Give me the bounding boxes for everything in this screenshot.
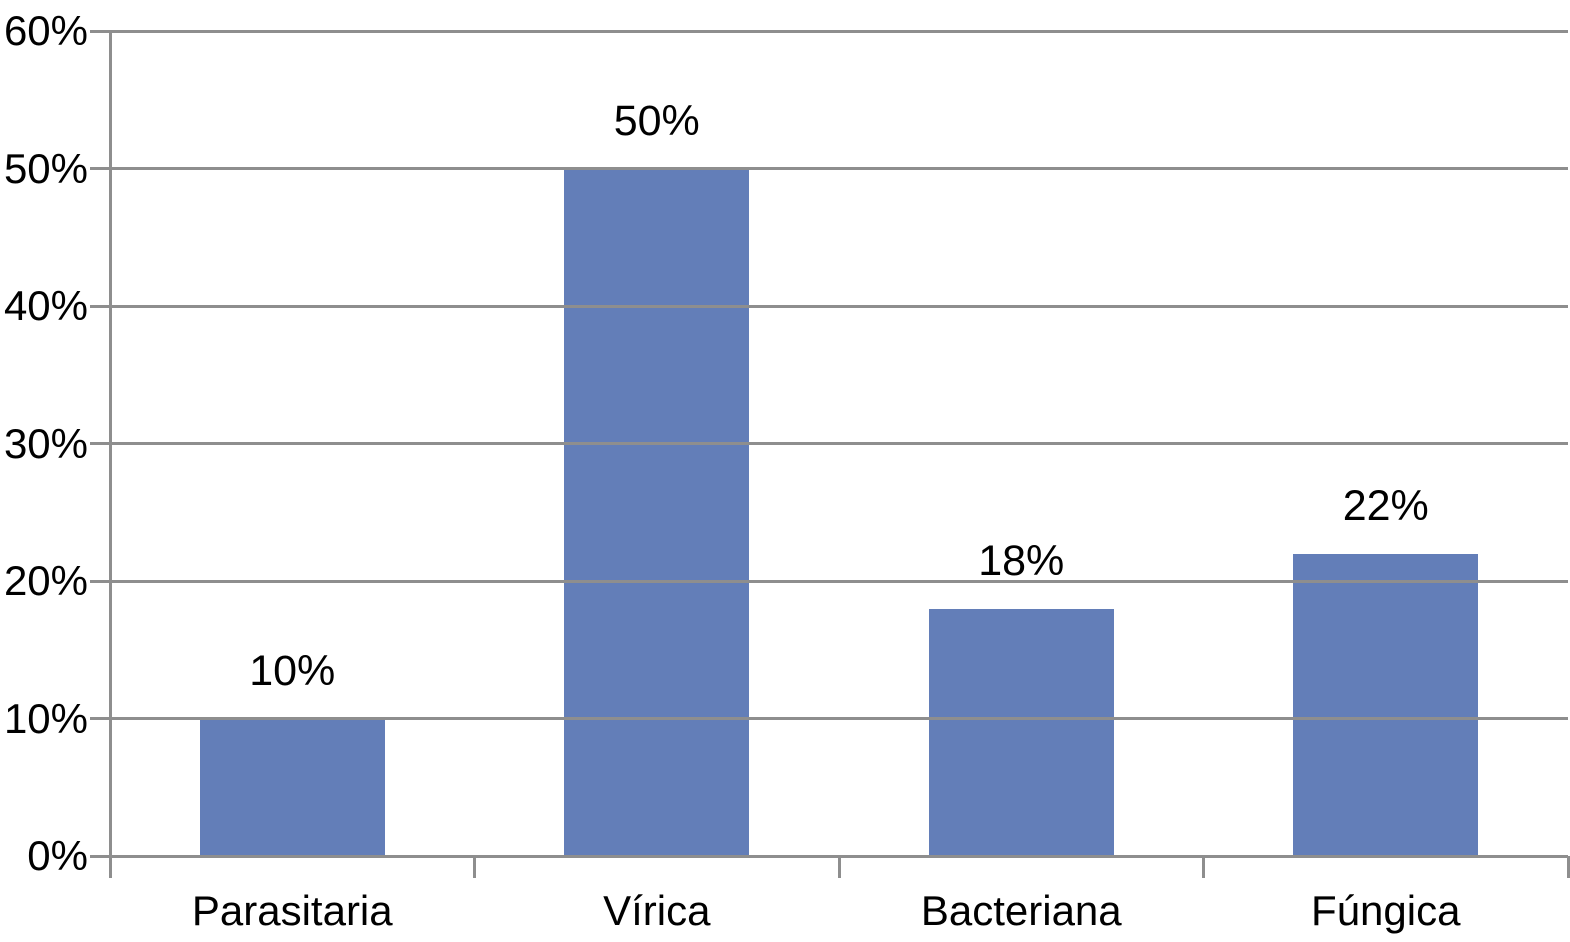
bar bbox=[564, 168, 750, 856]
y-axis-line bbox=[108, 31, 112, 856]
gridline bbox=[110, 442, 1568, 445]
bar-value-label: 22% bbox=[1342, 481, 1429, 530]
y-axis-tick bbox=[90, 442, 110, 445]
category-label: Parasitaria bbox=[191, 887, 393, 934]
bar-value-label: 18% bbox=[978, 536, 1065, 585]
y-tick-label: 0% bbox=[27, 832, 88, 879]
y-tick-label: 40% bbox=[3, 282, 88, 329]
gridline bbox=[110, 167, 1568, 170]
category-label: Vírica bbox=[603, 887, 711, 934]
bar bbox=[199, 718, 385, 856]
category-label: Fúngica bbox=[1311, 887, 1461, 934]
bar bbox=[1293, 553, 1479, 856]
y-tick-label: 30% bbox=[3, 419, 88, 467]
gridline bbox=[110, 717, 1568, 720]
y-tick-label: 20% bbox=[3, 557, 88, 604]
bar bbox=[928, 608, 1114, 856]
bar-value-label: 10% bbox=[249, 646, 336, 695]
x-axis-tick bbox=[837, 856, 841, 878]
gridline bbox=[110, 579, 1568, 583]
x-axis-tick bbox=[1566, 856, 1570, 878]
y-tick-label: 10% bbox=[3, 694, 88, 742]
x-axis-tick bbox=[108, 856, 112, 878]
category-label: Bacteriana bbox=[920, 887, 1122, 934]
y-tick-label: 60% bbox=[3, 7, 88, 54]
y-tick-label: 50% bbox=[3, 144, 88, 192]
y-axis-tick bbox=[90, 167, 110, 170]
x-axis-tick bbox=[473, 856, 476, 878]
y-axis-tick bbox=[90, 717, 110, 720]
y-axis-tick bbox=[90, 29, 110, 33]
y-axis-tick bbox=[90, 854, 110, 858]
gridline bbox=[110, 304, 1568, 308]
y-axis-tick bbox=[90, 579, 110, 583]
gridline bbox=[110, 29, 1568, 33]
y-axis-tick bbox=[90, 304, 110, 308]
x-axis-tick bbox=[1202, 856, 1205, 878]
bar-value-label: 50% bbox=[613, 96, 700, 145]
